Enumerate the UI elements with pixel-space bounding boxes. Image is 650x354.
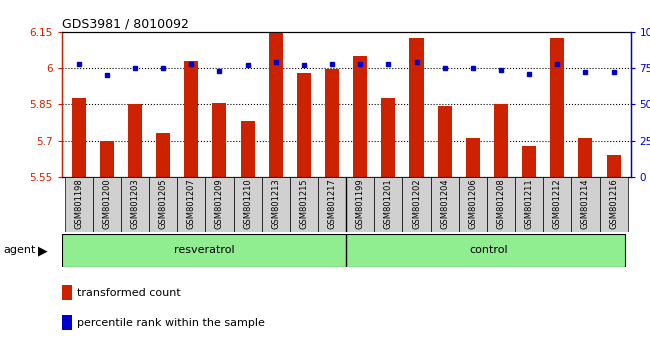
- Text: GSM801216: GSM801216: [609, 179, 618, 229]
- Text: ▶: ▶: [38, 244, 47, 257]
- Text: GSM801206: GSM801206: [469, 179, 477, 229]
- Bar: [62, 315, 72, 330]
- Text: GSM801211: GSM801211: [525, 179, 534, 229]
- Text: GSM801201: GSM801201: [384, 179, 393, 229]
- Bar: [121, 177, 149, 232]
- Text: control: control: [469, 245, 508, 256]
- Text: GSM801209: GSM801209: [215, 179, 224, 229]
- Bar: [72, 98, 86, 177]
- Text: GSM801200: GSM801200: [102, 179, 111, 229]
- Bar: [551, 38, 564, 177]
- Bar: [515, 177, 543, 232]
- Bar: [578, 138, 593, 177]
- Bar: [346, 177, 374, 232]
- Bar: [62, 285, 72, 300]
- Bar: [437, 105, 452, 177]
- Text: GSM801215: GSM801215: [300, 179, 308, 229]
- Bar: [233, 177, 262, 232]
- Text: GSM801203: GSM801203: [131, 179, 140, 229]
- Bar: [410, 38, 424, 177]
- Bar: [149, 177, 177, 232]
- Bar: [213, 103, 226, 177]
- Text: agent: agent: [3, 245, 36, 256]
- Bar: [599, 177, 628, 232]
- Bar: [99, 141, 114, 177]
- Text: GSM801214: GSM801214: [581, 179, 590, 229]
- Bar: [606, 155, 621, 177]
- Bar: [64, 177, 93, 232]
- Text: GSM801202: GSM801202: [412, 179, 421, 229]
- Bar: [382, 98, 395, 177]
- Text: GSM801205: GSM801205: [159, 179, 168, 229]
- Bar: [290, 177, 318, 232]
- Bar: [262, 177, 290, 232]
- Text: GSM801217: GSM801217: [328, 179, 337, 229]
- Bar: [374, 177, 402, 232]
- Bar: [240, 121, 255, 177]
- Bar: [297, 73, 311, 177]
- Text: GSM801204: GSM801204: [440, 179, 449, 229]
- Text: GSM801210: GSM801210: [243, 179, 252, 229]
- Bar: [571, 177, 599, 232]
- Bar: [93, 177, 121, 232]
- Bar: [353, 56, 367, 177]
- Bar: [205, 177, 233, 232]
- Bar: [128, 104, 142, 177]
- Bar: [156, 133, 170, 177]
- Text: GDS3981 / 8010092: GDS3981 / 8010092: [62, 18, 188, 31]
- Bar: [402, 177, 430, 232]
- Text: percentile rank within the sample: percentile rank within the sample: [77, 318, 265, 328]
- Bar: [466, 138, 480, 177]
- Bar: [177, 177, 205, 232]
- Bar: [430, 177, 459, 232]
- Bar: [487, 177, 515, 232]
- Text: GSM801199: GSM801199: [356, 179, 365, 229]
- Bar: [494, 104, 508, 177]
- Text: GSM801212: GSM801212: [552, 179, 562, 229]
- Bar: [459, 177, 487, 232]
- Text: GSM801207: GSM801207: [187, 179, 196, 229]
- Bar: [543, 177, 571, 232]
- Bar: [318, 177, 346, 232]
- Text: GSM801213: GSM801213: [271, 179, 280, 229]
- Text: resveratrol: resveratrol: [174, 245, 234, 256]
- Text: GSM801208: GSM801208: [497, 179, 506, 229]
- Bar: [268, 33, 283, 177]
- Bar: [325, 69, 339, 177]
- Text: GSM801198: GSM801198: [74, 179, 83, 229]
- Text: transformed count: transformed count: [77, 288, 181, 298]
- Bar: [522, 145, 536, 177]
- Bar: [184, 61, 198, 177]
